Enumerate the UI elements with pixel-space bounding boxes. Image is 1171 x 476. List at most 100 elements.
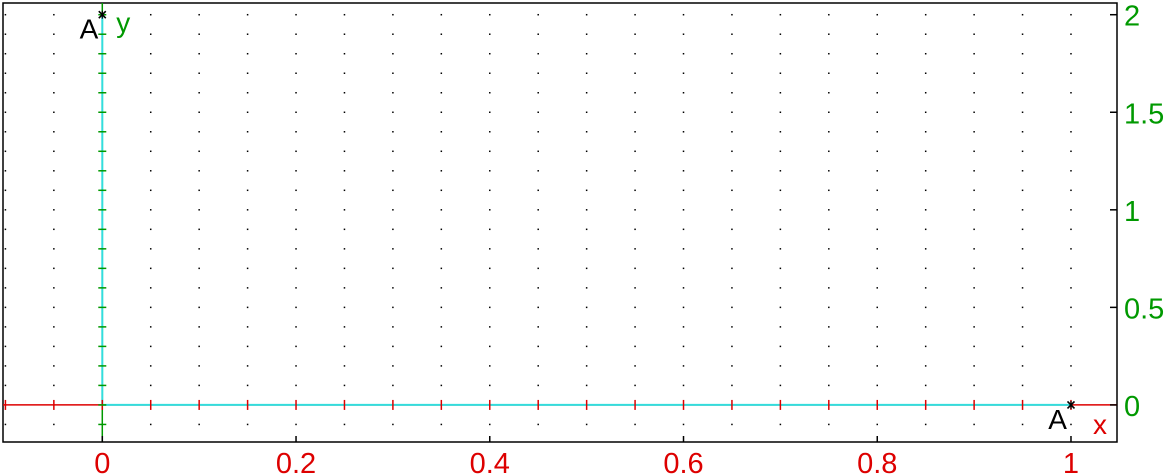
grid-dot bbox=[876, 423, 878, 426]
grid-dot bbox=[682, 228, 685, 231]
grid-dot bbox=[876, 306, 878, 309]
grid-dot bbox=[1021, 326, 1024, 328]
grid-dot bbox=[295, 423, 297, 426]
grid-dot bbox=[343, 131, 346, 133]
grid-dot bbox=[1021, 423, 1024, 426]
grid-dot bbox=[246, 423, 249, 426]
grid-dot bbox=[779, 209, 782, 211]
grid-dot bbox=[1070, 423, 1072, 426]
grid-dot bbox=[682, 365, 685, 367]
x-tick-label: 1 bbox=[1063, 448, 1079, 476]
grid-dot bbox=[149, 287, 152, 289]
grid-dot bbox=[343, 209, 346, 211]
grid-dot bbox=[198, 423, 200, 426]
plot-frame bbox=[2, 2, 1118, 443]
grid-dot bbox=[682, 131, 685, 133]
grid-dot bbox=[4, 287, 7, 289]
grid-dot bbox=[53, 228, 55, 231]
grid-dot bbox=[876, 13, 878, 16]
grid-dot bbox=[198, 345, 200, 348]
grid-dot bbox=[682, 248, 685, 250]
grid-dot bbox=[634, 287, 636, 289]
grid-dot bbox=[343, 150, 346, 153]
grid-dot bbox=[973, 228, 975, 231]
grid-dot bbox=[924, 326, 927, 328]
grid-dot bbox=[924, 209, 927, 211]
grid-dot bbox=[392, 365, 394, 367]
grid-dot bbox=[392, 228, 394, 231]
grid-dot bbox=[973, 423, 975, 426]
grid-dot bbox=[634, 384, 636, 387]
grid-dot bbox=[489, 92, 491, 94]
grid-dot bbox=[295, 306, 297, 309]
point-label: A bbox=[1048, 404, 1067, 435]
grid-dot bbox=[440, 72, 443, 74]
grid-dot bbox=[392, 384, 394, 387]
grid-dot bbox=[440, 248, 443, 250]
grid-dot bbox=[392, 111, 394, 114]
grid-dot bbox=[537, 131, 539, 133]
grid-dot bbox=[537, 92, 539, 94]
grid-dot bbox=[343, 13, 346, 16]
grid-dot bbox=[828, 345, 830, 348]
grid-dot bbox=[440, 150, 443, 153]
grid-dot bbox=[779, 189, 782, 192]
grid-dot bbox=[876, 228, 878, 231]
grid-dot bbox=[489, 33, 491, 35]
grid-dot bbox=[585, 365, 588, 367]
grid-dot bbox=[246, 131, 249, 133]
axis-ticks bbox=[4, 13, 1117, 442]
grid-dot bbox=[343, 189, 346, 192]
grid-dot bbox=[731, 248, 733, 250]
grid-dot bbox=[1070, 365, 1072, 367]
grid-dot bbox=[1070, 384, 1072, 387]
grid-dot bbox=[489, 384, 491, 387]
grid-dot bbox=[779, 306, 782, 309]
grid-dot bbox=[295, 150, 297, 153]
grid-dot bbox=[4, 111, 7, 114]
grid-dot bbox=[537, 267, 539, 270]
grid-dot bbox=[343, 33, 346, 35]
grid-dot bbox=[489, 150, 491, 153]
grid-dot bbox=[343, 111, 346, 114]
grid-dot bbox=[53, 365, 55, 367]
grid-dot bbox=[731, 111, 733, 114]
grid-dot bbox=[440, 267, 443, 270]
grid-dot bbox=[731, 228, 733, 231]
grid-dot bbox=[1070, 92, 1072, 94]
grid-dot bbox=[4, 345, 7, 348]
grid-dot bbox=[1021, 111, 1024, 114]
grid-dot bbox=[1070, 150, 1072, 153]
grid-dot bbox=[53, 72, 55, 74]
grid-dot bbox=[4, 384, 7, 387]
grid-dot bbox=[973, 92, 975, 94]
grid-dot bbox=[828, 365, 830, 367]
grid-dot bbox=[149, 52, 152, 55]
grid-dot bbox=[585, 326, 588, 328]
grid-dot bbox=[731, 423, 733, 426]
grid-dot bbox=[828, 248, 830, 250]
grid-dot bbox=[973, 209, 975, 211]
grid-dot bbox=[585, 228, 588, 231]
grid-dot bbox=[537, 111, 539, 114]
grid-dot bbox=[585, 150, 588, 153]
grid-dot bbox=[682, 267, 685, 270]
y-tick-label: 1 bbox=[1124, 196, 1140, 228]
grid-dot bbox=[779, 345, 782, 348]
grid-dot bbox=[295, 248, 297, 250]
grid-dot bbox=[489, 228, 491, 231]
grid-dot bbox=[779, 52, 782, 55]
grid-dot bbox=[198, 92, 200, 94]
grid-dot bbox=[731, 209, 733, 211]
grid-dot bbox=[973, 287, 975, 289]
grid-dot bbox=[779, 384, 782, 387]
grid-dot bbox=[585, 72, 588, 74]
grid-dot bbox=[585, 384, 588, 387]
grid-dot bbox=[246, 92, 249, 94]
grid-dot bbox=[634, 111, 636, 114]
grid-dot bbox=[4, 209, 7, 211]
grid-dot bbox=[973, 52, 975, 55]
grid-dot bbox=[392, 33, 394, 35]
grid-dot bbox=[343, 248, 346, 250]
grid-dot bbox=[440, 52, 443, 55]
